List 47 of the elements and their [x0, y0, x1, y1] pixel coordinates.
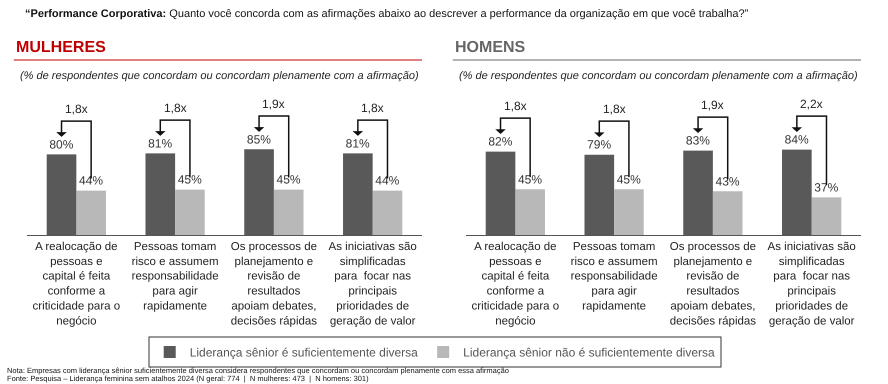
bar — [175, 190, 205, 235]
text: 1,8x — [65, 102, 88, 116]
x-tick-label: Pessoas tomam risco e assumem responsabilidade para agir rapidamente — [570, 240, 658, 313]
x-tick-label: A realocação de pessoas e capital é feita conforme a criticidade para o negócio — [32, 240, 120, 328]
data-label: 82% — [488, 134, 513, 149]
data-label: 45% — [616, 172, 642, 186]
data-label: 43% — [716, 174, 740, 188]
data-label: 81% — [148, 136, 172, 150]
text: 1,9x — [701, 98, 724, 112]
text: 1,8x — [361, 101, 384, 115]
x-tick-label: Pessoas tomam risco e assumem responsabilidade para agir rapidamente — [132, 240, 219, 313]
x-tick-label: As iniciativas são simplificadas para focar nas principais prioridades de geração de valor — [768, 240, 856, 328]
data-label: 45% — [518, 172, 542, 186]
text: 1,8x — [504, 99, 527, 113]
chart-title: “Performance Corporativa: Quanto você concorda com as afirmações abaixo ao descrever a performance da organização em que você trabalha?” — [25, 8, 749, 20]
data-label: 44% — [78, 174, 104, 188]
x-tick-label: Os processos de planejamento e revisão de resultados apoiam debates, decisões rápidas — [670, 240, 756, 328]
text: 1,8x — [164, 101, 187, 115]
chart-subtitle: MULHERES — [16, 39, 106, 56]
x-axis-title: (% de respondentes que concordam ou concordam plenamente com a afirmação) — [459, 70, 858, 82]
data-label: 81% — [346, 136, 370, 150]
data-label: 37% — [814, 180, 839, 194]
x-tick-label: A realocação de pessoas e capital é feita conforme a criticidade para o negócio — [472, 240, 560, 328]
x-tick-label: As iniciativas são simplificadas para focar nas principais prioridades de geração de valor — [328, 240, 417, 328]
data-label: 85% — [246, 132, 272, 146]
text: 1,8x — [603, 102, 626, 116]
data-label: 84% — [784, 132, 810, 147]
bar — [614, 189, 644, 235]
legend-label: Liderança sênior é suficientemente diversa — [190, 346, 418, 360]
bar — [372, 190, 402, 235]
text: 2,2x — [800, 97, 823, 111]
legend-label: Liderança sênior não é suficientemente diversa — [463, 346, 715, 360]
bar — [712, 191, 743, 235]
bar — [812, 197, 842, 235]
data-label: 44% — [375, 174, 400, 188]
data-label: 80% — [49, 137, 74, 152]
chart-subtitle: HOMENS — [455, 39, 526, 56]
bar — [274, 190, 304, 235]
data-label: 45% — [178, 172, 202, 187]
x-axis-title: (% de respondentes que concordam ou concordam plenamente com a afirmação) — [20, 70, 419, 82]
data-label: 83% — [686, 134, 710, 148]
data-label: 45% — [276, 172, 301, 187]
text: 1,9x — [262, 97, 285, 111]
bar — [515, 189, 545, 235]
x-tick-label: Os processos de planejamento e revisão de resultados apoiam debates, decisões rápidas — [230, 240, 318, 328]
data-label: 79% — [587, 138, 612, 152]
bar — [76, 190, 106, 235]
